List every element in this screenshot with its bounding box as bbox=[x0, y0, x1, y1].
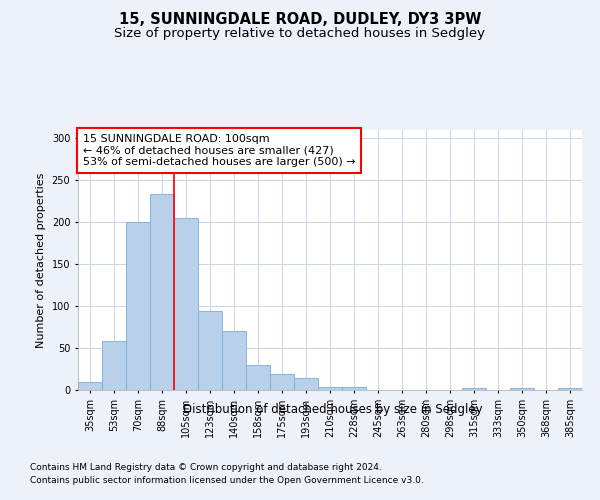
Bar bbox=[198, 311, 222, 390]
Text: 15 SUNNINGDALE ROAD: 100sqm
← 46% of detached houses are smaller (427)
53% of se: 15 SUNNINGDALE ROAD: 100sqm ← 46% of det… bbox=[83, 134, 356, 167]
Text: Size of property relative to detached houses in Sedgley: Size of property relative to detached ho… bbox=[115, 28, 485, 40]
Text: Contains public sector information licensed under the Open Government Licence v3: Contains public sector information licen… bbox=[30, 476, 424, 485]
Text: 15, SUNNINGDALE ROAD, DUDLEY, DY3 3PW: 15, SUNNINGDALE ROAD, DUDLEY, DY3 3PW bbox=[119, 12, 481, 28]
Bar bbox=[558, 388, 582, 390]
Bar bbox=[510, 388, 534, 390]
Bar bbox=[150, 194, 174, 390]
Bar bbox=[102, 342, 126, 390]
Bar bbox=[294, 378, 318, 390]
Bar bbox=[270, 374, 294, 390]
Bar bbox=[222, 332, 246, 390]
Text: Contains HM Land Registry data © Crown copyright and database right 2024.: Contains HM Land Registry data © Crown c… bbox=[30, 462, 382, 471]
Y-axis label: Number of detached properties: Number of detached properties bbox=[36, 172, 46, 348]
Bar bbox=[246, 365, 270, 390]
Bar bbox=[126, 222, 150, 390]
Bar bbox=[342, 386, 366, 390]
Bar bbox=[174, 218, 198, 390]
Bar bbox=[78, 382, 102, 390]
Bar bbox=[318, 386, 342, 390]
Bar bbox=[462, 388, 486, 390]
Text: Distribution of detached houses by size in Sedgley: Distribution of detached houses by size … bbox=[183, 402, 483, 415]
